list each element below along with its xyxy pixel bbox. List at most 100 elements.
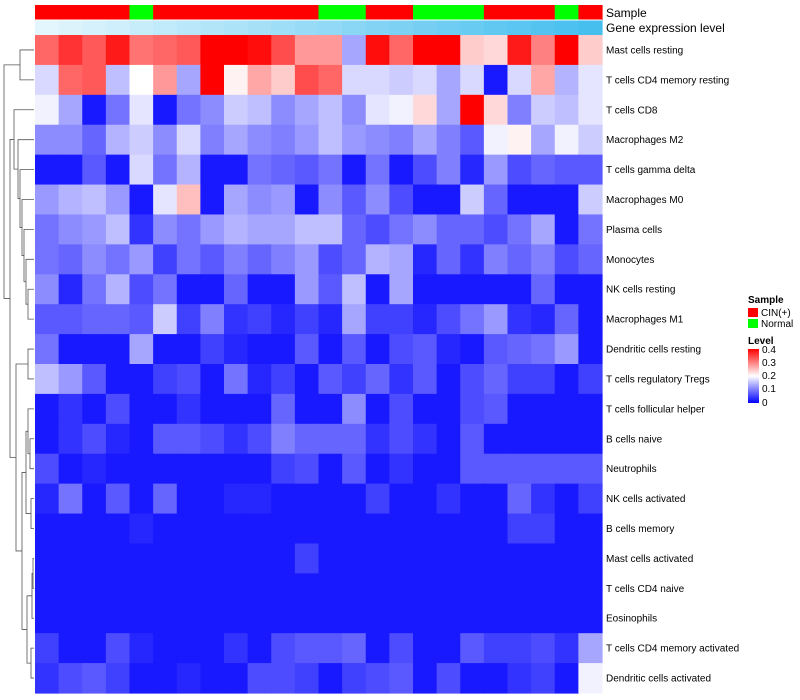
- heatmap-cell: [153, 513, 178, 545]
- heatmap-cell: [318, 573, 343, 604]
- heatmap-cell: [176, 124, 201, 156]
- heatmap-cell: [554, 364, 579, 395]
- dendrogram-branch: [27, 408, 34, 455]
- heatmap-cell: [271, 64, 296, 96]
- heatmap-cell: [318, 334, 343, 365]
- heatmap-cell: [413, 35, 438, 66]
- heatmap-cell: [531, 364, 556, 395]
- row-label: Dendritic cells resting: [606, 345, 701, 356]
- heatmap-cell: [82, 633, 107, 664]
- heatmap-cell: [342, 154, 367, 186]
- heatmap-cell: [531, 513, 556, 545]
- track-1-cell-6: [176, 20, 201, 35]
- heatmap-cell: [35, 483, 60, 515]
- heatmap-cell: [294, 543, 320, 574]
- heatmap-cell: [153, 393, 178, 425]
- heatmap-cell: [294, 334, 320, 365]
- heatmap-cell: [531, 543, 556, 574]
- heatmap-cell: [153, 274, 178, 305]
- heatmap-cell: [224, 603, 249, 634]
- heatmap-cell: [460, 453, 485, 485]
- heatmap-cell: [578, 214, 603, 245]
- heatmap-cells: [35, 35, 603, 694]
- heatmap-cell: [176, 513, 201, 545]
- heatmap-cell: [318, 364, 343, 395]
- heatmap-cell: [507, 184, 532, 216]
- heatmap-cell: [224, 573, 249, 604]
- heatmap-cell: [389, 334, 414, 365]
- track-0-cell-2: [82, 5, 107, 20]
- heatmap-cell: [531, 573, 556, 604]
- heatmap-cell: [531, 663, 556, 694]
- heatmap-cell: [483, 573, 509, 604]
- heatmap-cell: [271, 483, 296, 515]
- row-label: NK cells activated: [606, 494, 685, 505]
- heatmap-cell: [129, 154, 154, 186]
- heatmap-cell: [153, 64, 178, 96]
- heatmap-cell: [58, 453, 83, 485]
- track-0-cell-12: [318, 5, 343, 20]
- legend-swatch-normal: [748, 319, 758, 328]
- heatmap-cell: [294, 453, 320, 485]
- heatmap-cell: [318, 393, 343, 425]
- heatmap-cell: [82, 274, 107, 305]
- track-1-cell-10: [271, 20, 296, 35]
- heatmap-cell: [483, 274, 509, 305]
- heatmap-cell: [200, 423, 225, 455]
- heatmap-cell: [58, 483, 83, 515]
- heatmap-cell: [389, 513, 414, 545]
- heatmap-cell: [35, 35, 60, 66]
- heatmap-cell: [460, 663, 485, 694]
- heatmap-cell: [105, 94, 131, 126]
- heatmap-cell: [318, 423, 343, 455]
- heatmap-cell: [460, 154, 485, 186]
- heatmap-cell: [58, 184, 83, 216]
- heatmap-cell: [460, 543, 485, 574]
- heatmap-cell: [58, 94, 83, 126]
- track-0-cell-4: [129, 5, 154, 20]
- heatmap-cell: [507, 513, 532, 545]
- heatmap-cell: [129, 453, 154, 485]
- heatmap-cell: [507, 423, 532, 455]
- dendrogram-branch: [30, 647, 34, 679]
- heatmap-cell: [224, 364, 249, 395]
- heatmap-cell: [153, 663, 178, 694]
- heatmap-cell: [224, 94, 249, 126]
- heatmap-cell: [389, 35, 414, 66]
- heatmap-cell: [247, 35, 272, 66]
- heatmap-cell: [318, 94, 343, 126]
- heatmap-cell: [413, 573, 438, 604]
- heatmap-cell: [176, 633, 201, 664]
- heatmap-cell: [294, 393, 320, 425]
- heatmap-cell: [247, 633, 272, 664]
- track-0-cell-13: [342, 5, 367, 20]
- track-0-cell-17: [436, 5, 461, 20]
- heatmap-cell: [436, 304, 461, 335]
- heatmap-cell: [318, 543, 343, 574]
- heatmap-cell: [176, 304, 201, 335]
- heatmap-cell: [294, 573, 320, 604]
- heatmap-cell: [200, 94, 225, 126]
- heatmap-cell: [318, 483, 343, 515]
- heatmap-cell: [271, 543, 296, 574]
- heatmap-cell: [247, 64, 272, 96]
- track-0-cell-5: [153, 5, 178, 20]
- heatmap-cell: [507, 543, 532, 574]
- heatmap-cell: [365, 663, 390, 694]
- heatmap-cell: [365, 423, 390, 455]
- heatmap-cell: [460, 513, 485, 545]
- heatmap-cell: [153, 483, 178, 515]
- track-0-cell-20: [507, 5, 532, 20]
- heatmap-cell: [271, 513, 296, 545]
- heatmap-cell: [342, 124, 367, 156]
- heatmap-cell: [342, 423, 367, 455]
- heatmap-cell: [200, 573, 225, 604]
- heatmap-cell: [200, 184, 225, 216]
- heatmap-cell: [105, 154, 131, 186]
- heatmap-cell: [271, 304, 296, 335]
- row-label: Eosinophils: [606, 614, 657, 625]
- row-label: Neutrophils: [606, 464, 657, 475]
- heatmap-cell: [389, 274, 414, 305]
- heatmap-cell: [271, 663, 296, 694]
- heatmap-cell: [342, 663, 367, 694]
